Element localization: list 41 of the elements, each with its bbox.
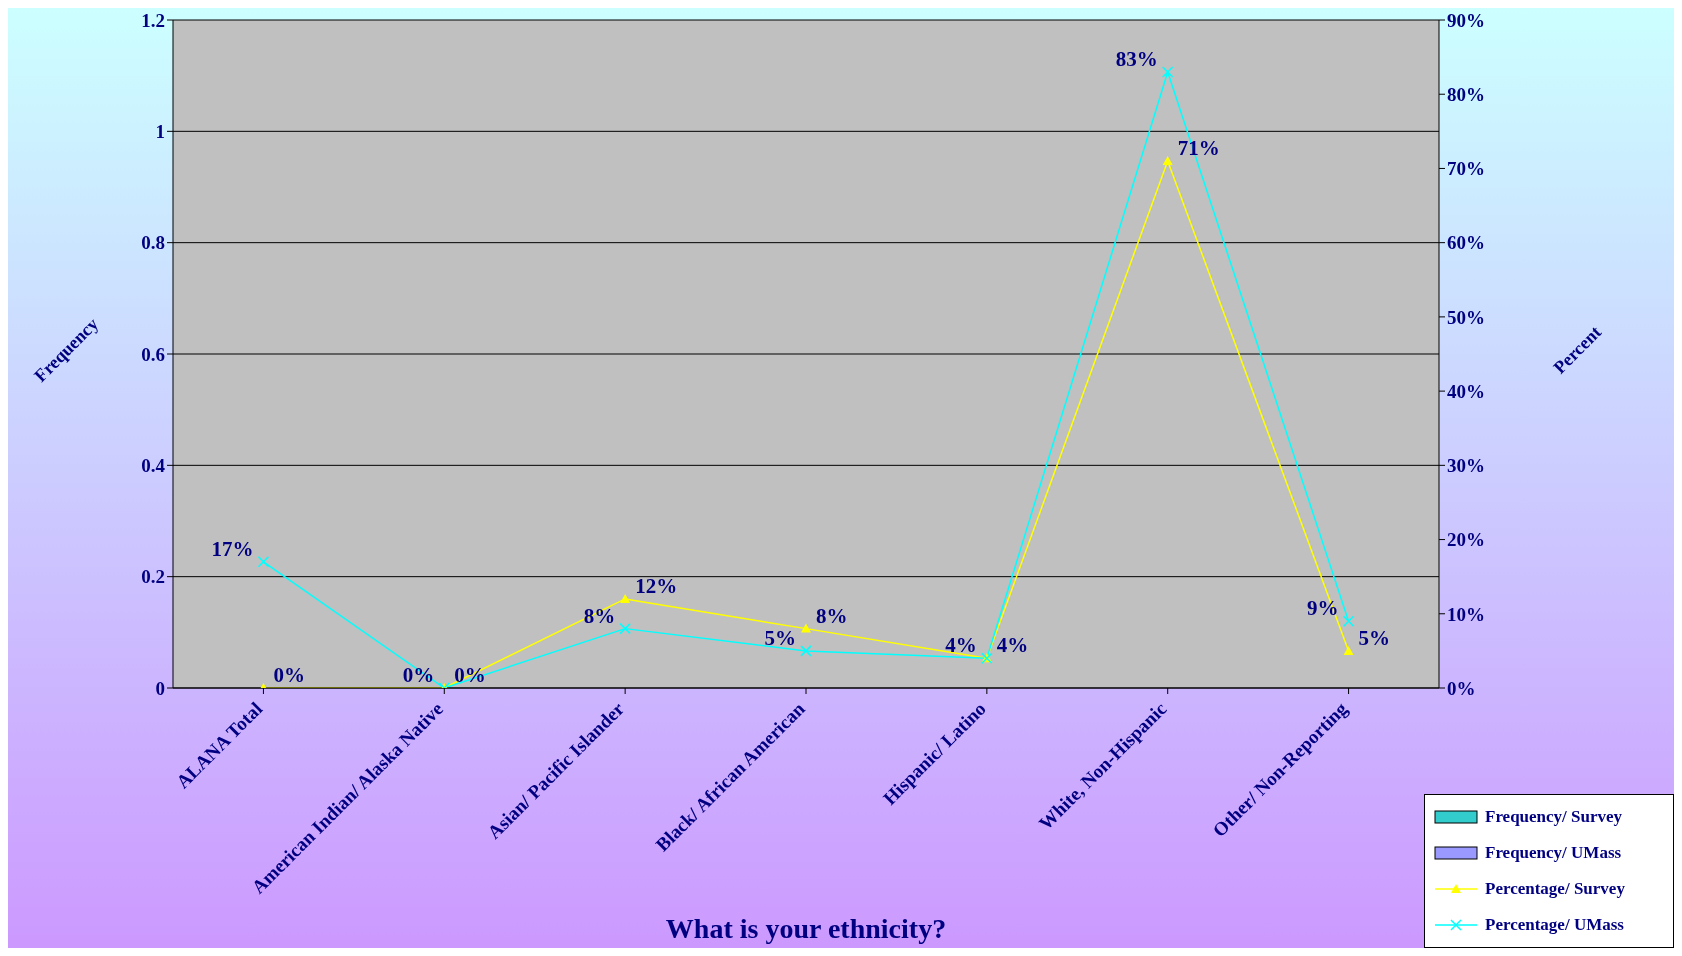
- data-label: 5%: [764, 625, 796, 650]
- data-label: 0%: [273, 663, 305, 687]
- y-tick-label: 1.2: [141, 9, 165, 31]
- y2-tick-label: 90%: [1447, 9, 1485, 31]
- y2-tick-label: 20%: [1447, 529, 1485, 551]
- legend-label: Percentage/ Survey: [1485, 879, 1625, 899]
- point: [1343, 645, 1354, 655]
- data-label: 17%: [211, 536, 254, 561]
- y-tick-label: 0.6: [141, 343, 165, 365]
- data-label: 8%: [816, 603, 848, 628]
- legend-label: Percentage/ UMass: [1485, 915, 1624, 935]
- y2-tick-label: 60%: [1447, 232, 1485, 254]
- data-label: 4%: [996, 633, 1029, 658]
- y-tick-label: 0.8: [141, 232, 165, 254]
- y2-tick-label: 50%: [1447, 306, 1485, 328]
- point: [801, 623, 811, 633]
- y2-tick-label: 40%: [1447, 380, 1485, 402]
- point: [1342, 615, 1355, 627]
- data-label: 8%: [583, 603, 616, 628]
- data-label: 12%: [635, 573, 678, 598]
- point: [800, 645, 812, 657]
- point: [257, 556, 270, 568]
- point: [1161, 66, 1174, 78]
- y-tick-label: 0.2: [141, 566, 165, 588]
- legend-label: Frequency/ UMass: [1485, 843, 1622, 863]
- x-axis-title: What is your ethnicity?: [665, 913, 947, 944]
- point: [1162, 156, 1173, 166]
- y-tick-label: 0: [155, 677, 165, 699]
- y2-tick-label: 70%: [1447, 158, 1485, 180]
- y-tick-label: 1: [155, 121, 165, 143]
- y2-tick-label: 0%: [1447, 677, 1476, 699]
- data-label: 83%: [1115, 46, 1158, 71]
- y-tick-label: 0.4: [141, 455, 166, 477]
- y2-tick-label: 80%: [1447, 83, 1485, 105]
- point: [619, 622, 631, 635]
- legend-label: Frequency/ Survey: [1485, 807, 1623, 827]
- data-label: 5%: [1358, 625, 1391, 650]
- y2-tick-label: 30%: [1447, 455, 1485, 477]
- data-label: 4%: [945, 633, 977, 658]
- y2-tick-label: 10%: [1447, 603, 1485, 625]
- point: [620, 593, 631, 603]
